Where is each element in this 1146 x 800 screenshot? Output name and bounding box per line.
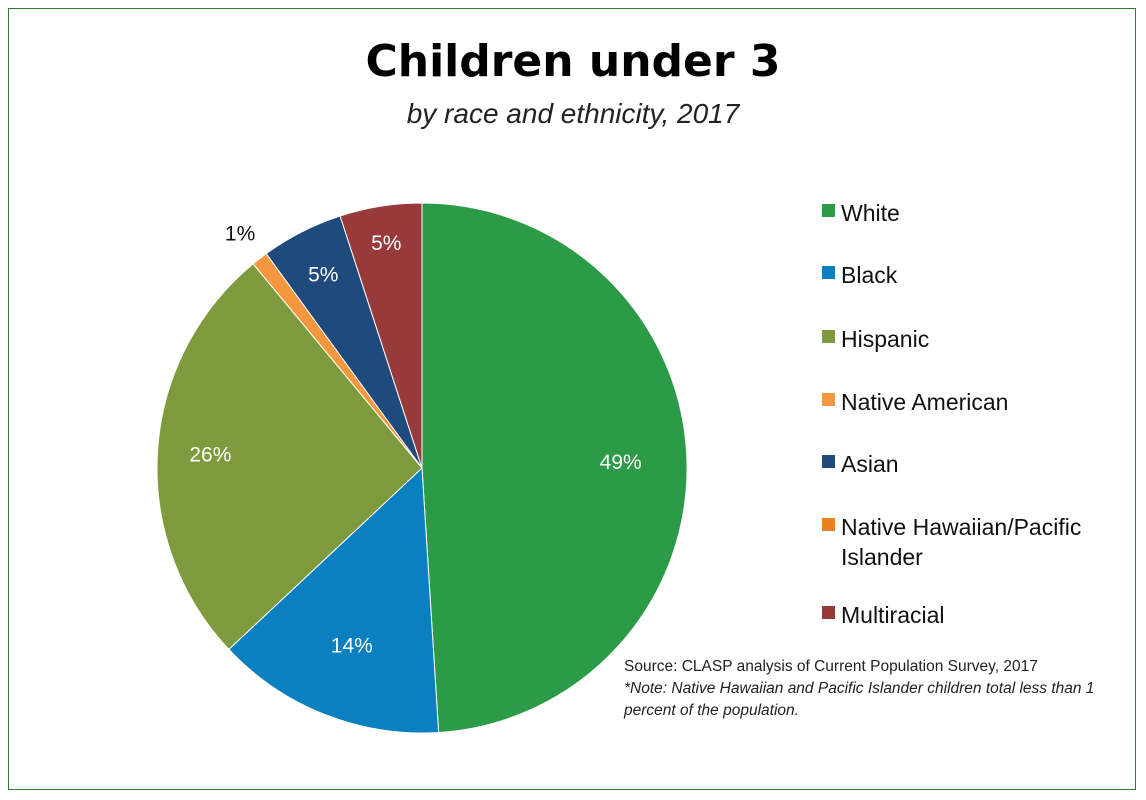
chart-title: Children under 3 [365, 36, 781, 87]
legend-label-native-hawaiian: Native Hawaiian/Pacific Islander [841, 514, 1082, 570]
chart-subtitle: by race and ethnicity, 2017 [406, 98, 740, 129]
pie-slice-white [421, 202, 688, 734]
legend-swatch-black [822, 266, 835, 279]
legend-item-hispanic: Hispanic [822, 324, 1111, 354]
source-text: Source: CLASP analysis of Current Popula… [624, 658, 1038, 675]
legend-item-multiracial: Multiracial [822, 600, 1111, 630]
legend-label-asian: Asian [841, 451, 899, 477]
legend-swatch-native-hawaiian [822, 518, 835, 531]
legend-label-native-american: Native American [841, 389, 1009, 415]
legend-label-multiracial: Multiracial [841, 602, 945, 628]
pie-label-white: 49% [600, 451, 642, 474]
legend-item-black: Black [822, 260, 1111, 290]
pie-label-asian: 5% [308, 263, 338, 286]
chart-frame [8, 8, 1136, 790]
legend-item-asian: Asian [822, 449, 1111, 479]
legend-item-native-american: Native American [822, 387, 1111, 417]
pie-slice-hispanic [156, 263, 423, 651]
legend-swatch-hispanic [822, 330, 835, 343]
pie-label-native-american: 1% [225, 223, 255, 246]
legend-swatch-multiracial [822, 606, 835, 619]
pie-label-black: 14% [331, 634, 373, 657]
legend-label-white: White [841, 200, 900, 226]
legend-swatch-asian [822, 455, 835, 468]
pie-label-hispanic: 26% [189, 444, 231, 467]
legend-swatch-native-american [822, 393, 835, 406]
source-note: Source: CLASP analysis of Current Popula… [624, 656, 1129, 722]
legend-label-hispanic: Hispanic [841, 326, 930, 352]
legend-label-black: Black [841, 262, 898, 288]
legend-item-native-hawaiian: Native Hawaiian/Pacific Islander [822, 512, 1111, 572]
pie-slice-black [228, 466, 440, 734]
legend-item-white: White [822, 198, 1111, 228]
pie-label-multiracial: 5% [371, 232, 401, 255]
pie-slice-multiracial [339, 202, 423, 469]
footnote-text: *Note: Native Hawaiian and Pacific Islan… [624, 680, 1095, 719]
legend-swatch-white [822, 204, 835, 217]
